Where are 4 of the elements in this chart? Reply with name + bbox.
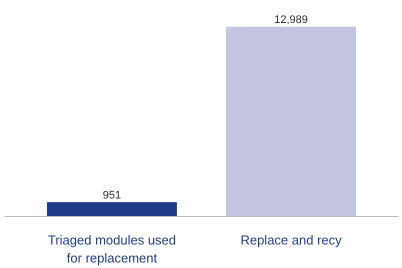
x-tick-label: Replace and recy: [240, 232, 342, 248]
data-label: 12,989: [274, 14, 308, 26]
data-label: 951: [102, 190, 122, 202]
x-tick-label: Triaged modules used for replacement: [48, 232, 176, 266]
